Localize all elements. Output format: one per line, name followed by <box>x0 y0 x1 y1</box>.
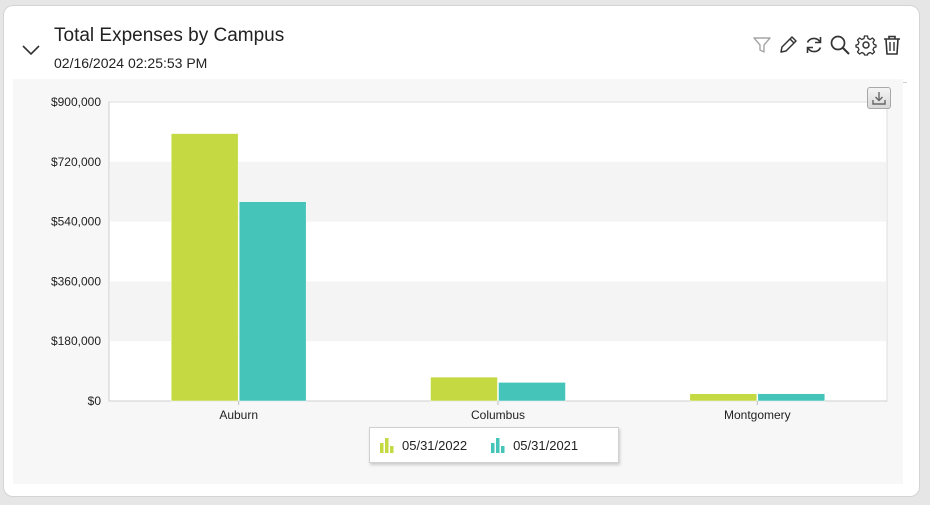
widget-timestamp: 02/16/2024 02:25:53 PM <box>54 55 208 71</box>
trash-icon[interactable] <box>881 34 903 56</box>
collapse-chevron-icon[interactable] <box>20 39 42 61</box>
filter-icon[interactable] <box>751 34 773 56</box>
search-icon[interactable] <box>829 34 851 56</box>
gear-icon[interactable] <box>855 34 877 56</box>
bar-chart-icon <box>491 438 505 453</box>
widget-title: Total Expenses by Campus <box>54 25 285 46</box>
legend-item-2022[interactable]: 05/31/2022 <box>380 437 467 453</box>
legend-item-2021[interactable]: 05/31/2021 <box>491 437 578 453</box>
download-button[interactable] <box>867 87 891 109</box>
legend-label-2021: 05/31/2021 <box>513 437 579 453</box>
pencil-icon[interactable] <box>777 34 799 56</box>
widget-toolbar <box>751 34 903 56</box>
chart-panel <box>13 79 903 484</box>
bar-chart-icon <box>380 438 394 453</box>
refresh-icon[interactable] <box>803 34 825 56</box>
legend-label-2022: 05/31/2022 <box>402 437 468 453</box>
chart-legend: 05/31/2022 05/31/2021 <box>369 427 619 463</box>
download-icon <box>872 92 886 105</box>
